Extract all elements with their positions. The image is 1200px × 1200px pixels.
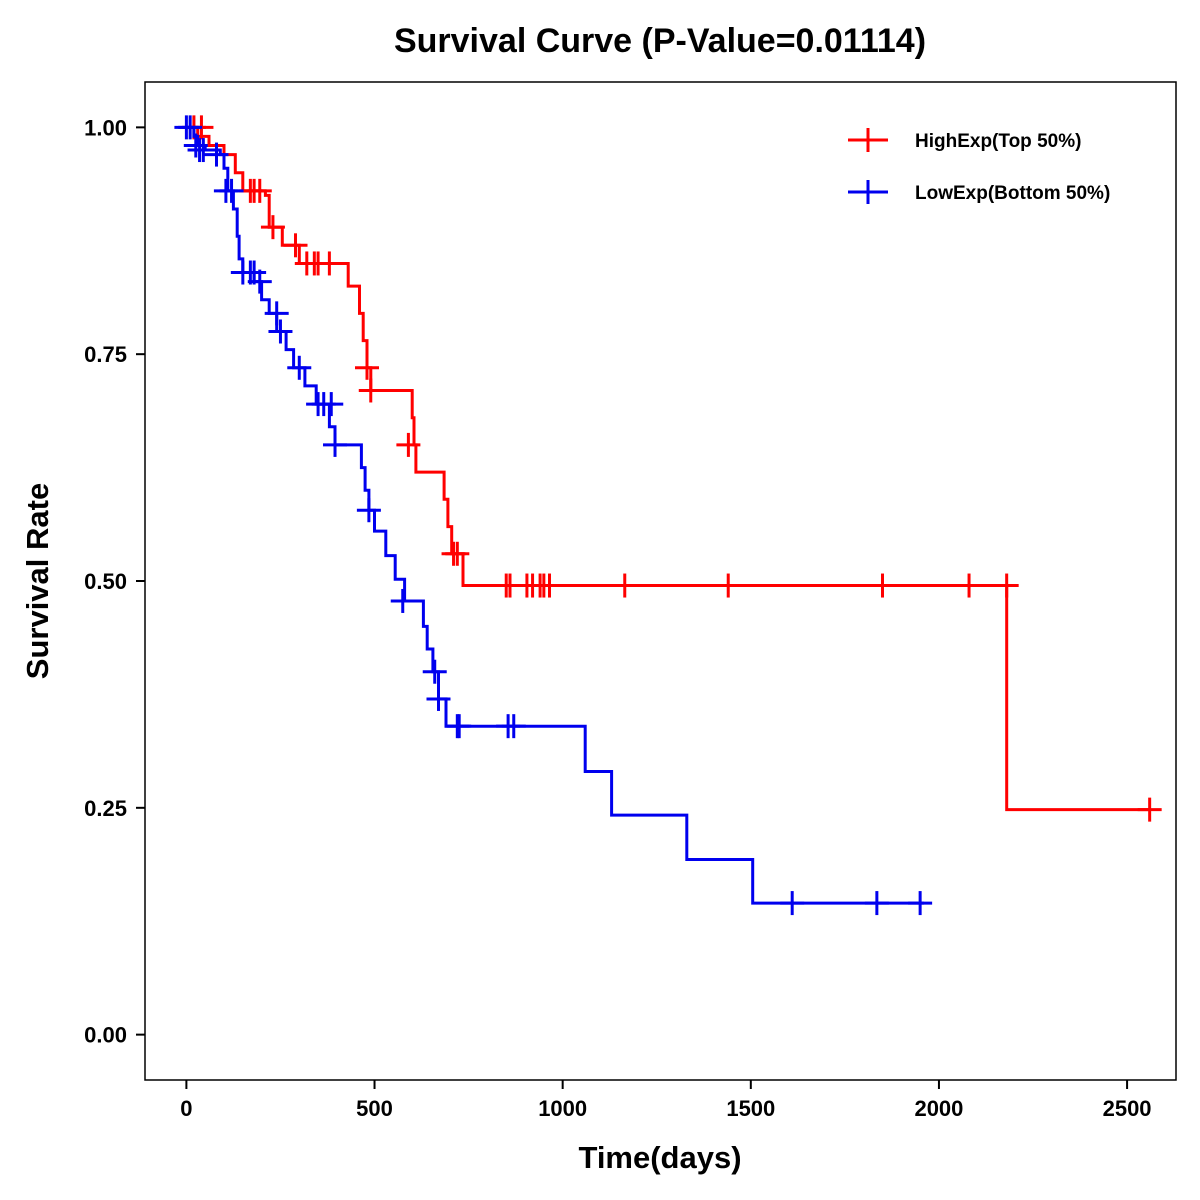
censor-mark <box>390 588 415 613</box>
censor-mark <box>355 355 380 380</box>
plot-area <box>174 115 1162 916</box>
censor-mark <box>247 269 272 294</box>
censor-mark <box>864 891 889 916</box>
series-1 <box>174 115 933 916</box>
censor-mark <box>204 142 229 167</box>
censor-mark <box>396 432 421 457</box>
censor-mark <box>283 233 308 258</box>
censor-mark <box>908 891 933 916</box>
x-tick-label: 1500 <box>726 1096 775 1121</box>
y-tick-label: 1.00 <box>84 115 127 140</box>
survival-curve-0 <box>186 125 1150 812</box>
legend-label: HighExp(Top 50%) <box>915 131 1081 152</box>
censor-mark <box>422 659 447 684</box>
censor-mark <box>178 115 203 140</box>
censor-mark <box>319 392 344 417</box>
censor-mark <box>219 178 244 203</box>
censor-mark <box>445 541 470 566</box>
censor-mark <box>501 714 526 739</box>
x-tick-label: 2000 <box>914 1096 963 1121</box>
censor-mark <box>317 251 342 276</box>
y-tick-label: 0.50 <box>84 569 127 594</box>
censor-mark <box>447 714 472 739</box>
censor-mark <box>957 573 982 598</box>
censor-mark <box>358 378 383 403</box>
censor-mark <box>260 215 285 240</box>
legend: HighExp(Top 50%) LowExp(Bottom 50%) <box>848 128 1110 204</box>
x-axis-label: Time(days) <box>578 1140 741 1175</box>
legend-label: LowExp(Bottom 50%) <box>915 183 1110 204</box>
censor-mark <box>716 573 741 598</box>
legend-entry-1: LowExp(Bottom 50%) <box>848 180 1110 204</box>
x-tick-label: 1000 <box>538 1096 587 1121</box>
censor-mark <box>426 686 451 711</box>
censor-mark <box>287 355 312 380</box>
censor-mark <box>537 573 562 598</box>
axes: 0 500 1000 1500 2000 2500 0.00 0.25 0.50 0.75 1.00 <box>84 81 1177 1121</box>
censor-mark <box>264 301 289 326</box>
x-tick-label: 0 <box>180 1096 192 1121</box>
censor-mark <box>870 573 895 598</box>
y-tick-label: 0.00 <box>84 1023 127 1048</box>
censor-mark <box>1137 797 1162 822</box>
legend-entry-0: HighExp(Top 50%) <box>848 128 1081 152</box>
y-axis-label: Survival Rate <box>20 483 55 679</box>
x-tick-label: 2500 <box>1103 1096 1152 1121</box>
y-tick-label: 0.25 <box>84 796 127 821</box>
censor-mark <box>612 573 637 598</box>
censor-mark <box>994 573 1019 598</box>
censor-mark <box>323 432 348 457</box>
censor-mark <box>247 178 272 203</box>
censor-mark <box>356 498 381 523</box>
y-tick-label: 0.75 <box>84 342 127 367</box>
censor-mark <box>268 319 293 344</box>
censor-mark <box>780 891 805 916</box>
x-tick-label: 500 <box>356 1096 393 1121</box>
chart-title: Survival Curve (P-Value=0.01114) <box>394 22 926 60</box>
censor-mark <box>191 138 216 163</box>
